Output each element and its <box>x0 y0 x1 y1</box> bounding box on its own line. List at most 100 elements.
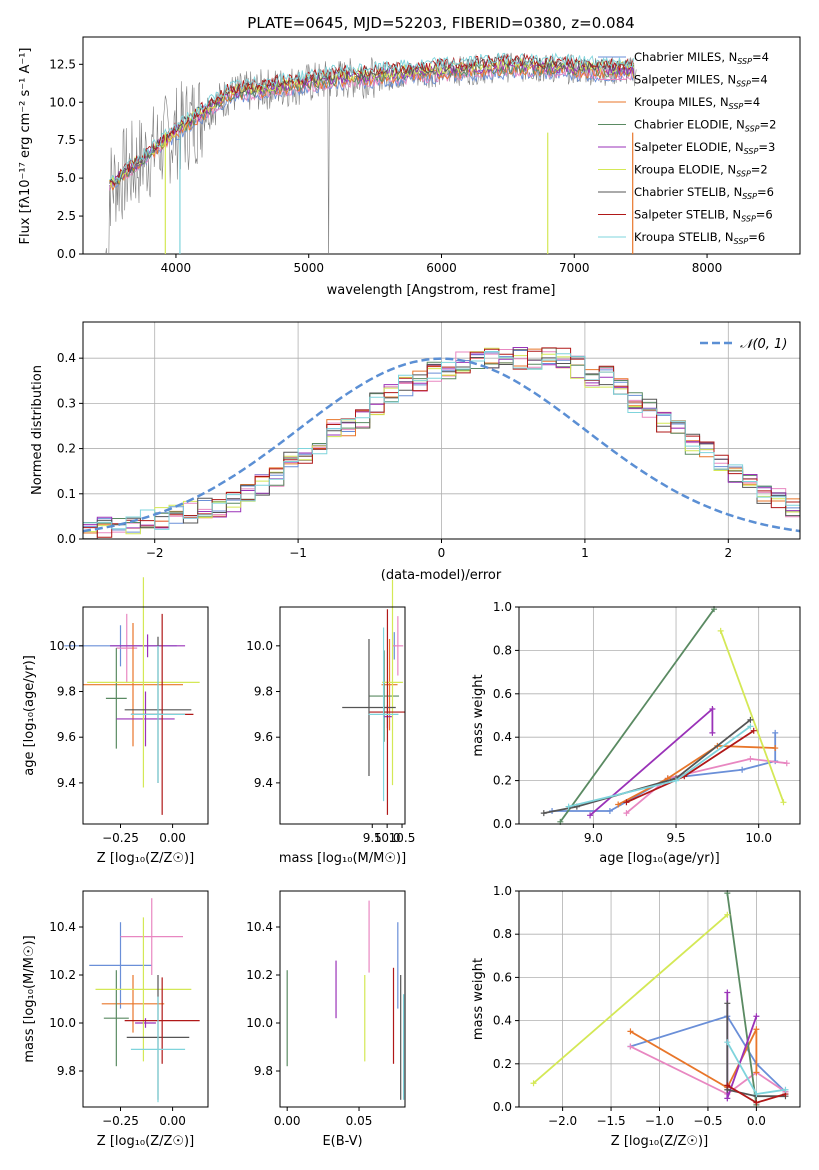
x-axis-label: Z [log₁₀(Z/Z☉)] <box>97 851 194 866</box>
y-tick-label: 1.0 <box>493 600 512 614</box>
y-tick-label: 5.0 <box>57 171 76 185</box>
y-tick-label: 0.4 <box>57 351 76 365</box>
legend-label: Salpeter STELIB, NSSP=6 <box>634 208 773 224</box>
residual-y-label: Normed distribution <box>30 365 45 495</box>
mass-weight-line <box>726 1003 786 1098</box>
y-tick-label: 9.8 <box>254 685 273 699</box>
legend-label: Salpeter ELODIE, NSSP=3 <box>634 140 775 156</box>
mass-weight-line <box>630 1045 787 1096</box>
y-tick-label: 2.5 <box>57 209 76 223</box>
plot-area <box>279 606 406 825</box>
y-tick-label: 12.5 <box>49 57 76 71</box>
y-tick-label: 10.4 <box>49 920 76 934</box>
normal-reference-curve <box>82 357 801 533</box>
spectrum-legend: Chabrier MILES, NSSP=4 Salpeter MILES, NS… <box>598 50 776 246</box>
point-marker <box>753 1099 760 1106</box>
y-tick-label: 0.0 <box>493 1100 512 1114</box>
x-tick-label: 8000 <box>692 261 723 275</box>
x-tick-label: 0.00 <box>274 1114 301 1128</box>
x-tick-label: 9.5 <box>363 831 382 845</box>
x-tick-label: 1 <box>581 546 589 560</box>
ebv-mass-panel: 0.00 0.05 9.8 10.0 10.2 10.4 E(B-V) <box>246 890 406 1149</box>
plot-area <box>82 606 209 825</box>
spectrum-x-ticks: 4000 5000 6000 7000 8000 <box>161 254 723 275</box>
x-tick-label: −2.0 <box>548 1114 577 1128</box>
x-axis-label: age [log₁₀(age/yr)] <box>599 851 720 866</box>
z-age-panel: −0.25 0.00 9.4 9.6 9.8 10.0 Z [log₁₀(Z/Z☉)] age… <box>22 577 209 866</box>
x-tick-label: 0.0 <box>747 1114 766 1128</box>
y-tick-label: 10.2 <box>49 968 76 982</box>
point-marker <box>724 911 731 918</box>
x-tick-label: 0 <box>438 546 446 560</box>
spectrum-title: PLATE=0645, MJD=52203, FIBERID=0380, z=0… <box>247 14 634 32</box>
point-marker <box>627 1028 634 1035</box>
point-marker <box>772 729 779 736</box>
legend-label: Chabrier MILES, NSSP=4 <box>634 50 769 66</box>
x-tick-label: 9.0 <box>584 831 603 845</box>
y-tick-label: 9.8 <box>57 685 76 699</box>
point-marker <box>724 1039 731 1046</box>
y-tick-label: 9.8 <box>57 1064 76 1078</box>
point-marker <box>780 799 787 806</box>
y-tick-label: 10.0 <box>49 95 76 109</box>
x-tick-label: 0.05 <box>346 1114 373 1128</box>
point-marker <box>772 745 779 752</box>
x-tick-label: 4000 <box>161 261 192 275</box>
x-tick-label: −2 <box>146 546 164 560</box>
y-tick-label: 0.1 <box>57 487 76 501</box>
x-tick-label: 10.0 <box>745 831 772 845</box>
point-marker <box>753 1091 760 1098</box>
spectrum-y-label: Flux [fλ10⁻¹⁷ erg cm⁻² s⁻¹ A⁻¹] <box>18 48 33 245</box>
x-tick-label: −1.5 <box>596 1114 625 1128</box>
point-marker <box>709 705 716 712</box>
model-line-2 <box>109 63 635 191</box>
point-marker <box>623 810 630 817</box>
point-marker <box>724 1000 731 1007</box>
spectrum-x-label: wavelength [Angstrom, rest frame] <box>327 283 556 298</box>
point-marker <box>587 812 594 819</box>
residual-grid <box>83 322 800 540</box>
y-tick-label: 0.4 <box>493 730 512 744</box>
y-tick-label: 9.6 <box>254 730 273 744</box>
spectrum-lines <box>105 52 637 254</box>
point-marker <box>673 777 680 784</box>
point-marker <box>782 1086 789 1093</box>
point-marker <box>783 760 790 767</box>
y-tick-label: 9.4 <box>57 776 76 790</box>
x-tick-label: −0.25 <box>102 1114 139 1128</box>
y-axis-label: mass [log₁₀(M/M☉)] <box>22 935 37 1062</box>
point-marker <box>709 729 716 736</box>
x-tick-label: 0.00 <box>159 831 186 845</box>
y-tick-label: 10.0 <box>246 1016 273 1030</box>
x-tick-label: 10.0 <box>374 831 401 845</box>
point-marker <box>540 810 547 817</box>
y-tick-label: 0.3 <box>57 396 76 410</box>
residual-x-ticks: −2 −1 0 1 2 <box>146 539 732 560</box>
histogram-8 <box>83 351 800 530</box>
x-tick-label: 6000 <box>426 261 457 275</box>
model-line-8 <box>109 52 635 184</box>
legend-label: Kroupa ELODIE, NSSP=2 <box>634 163 768 179</box>
point-marker <box>623 799 630 806</box>
point-marker <box>753 1013 760 1020</box>
residual-histograms <box>83 347 800 540</box>
y-tick-label: 0.2 <box>493 774 512 788</box>
y-axis-label: mass weight <box>471 674 486 756</box>
y-axis-label: age [log₁₀(age/yr)] <box>22 655 37 776</box>
y-tick-label: 0.6 <box>493 970 512 984</box>
mass-weight-line <box>532 914 728 1084</box>
y-tick-label: 0.8 <box>493 927 512 941</box>
point-marker <box>615 801 622 808</box>
y-tick-label: 10.0 <box>246 639 273 653</box>
x-axis-label: mass [log₁₀(M/M☉)] <box>279 851 406 866</box>
y-tick-label: 9.4 <box>254 776 273 790</box>
x-tick-label: 10.5 <box>389 831 416 845</box>
z-massweight-panel: −2.0 −1.5 −1.0 −0.5 0.0 0.0 0.2 0.4 0.6 0.8 1.0 Z [… <box>471 884 801 1149</box>
mass-weight-line <box>629 1028 758 1089</box>
x-tick-label: −1.0 <box>645 1114 674 1128</box>
x-tick-label: 7000 <box>559 261 590 275</box>
x-axis-label: Z [log₁₀(Z/Z☉)] <box>611 1134 708 1149</box>
y-axis-label: mass weight <box>471 958 486 1040</box>
legend-label: Kroupa STELIB, NSSP=6 <box>634 230 765 246</box>
age-massweight-panel: 9.0 9.5 10.0 0.0 0.2 0.4 0.6 0.8 1.0 age [log₁₀(a… <box>471 600 801 866</box>
